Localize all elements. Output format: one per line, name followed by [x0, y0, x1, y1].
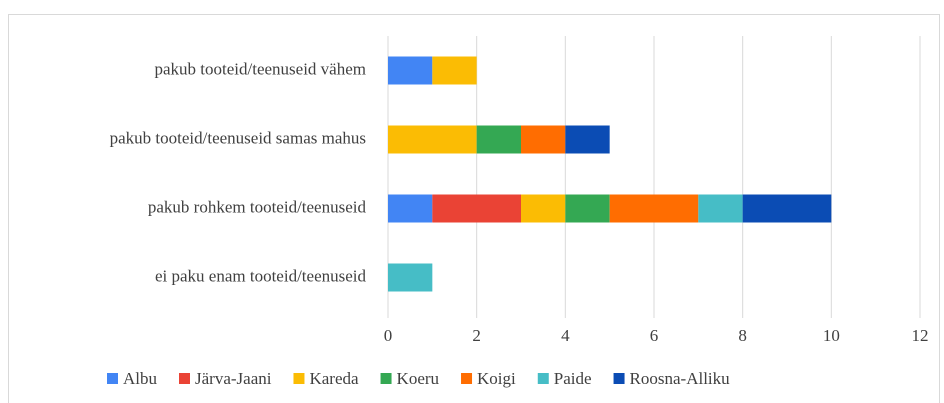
bar-segment — [388, 194, 433, 223]
bar-segment — [476, 125, 521, 154]
bar-segment — [521, 125, 566, 154]
legend-swatch — [107, 373, 118, 384]
bar-segment — [565, 125, 610, 154]
bar-segment — [609, 194, 699, 223]
y-tick-label: pakub tooteid/teenuseid samas mahus — [110, 128, 366, 147]
x-tick-label: 12 — [912, 326, 929, 345]
legend-label: Roosna-Alliku — [630, 369, 731, 388]
y-tick-label: pakub tooteid/teenuseid vähem — [155, 59, 367, 78]
legend-label: Albu — [123, 369, 158, 388]
legend-label: Koigi — [477, 369, 516, 388]
x-tick-label: 6 — [650, 326, 659, 345]
bar-segment — [432, 56, 477, 85]
x-tick-label: 4 — [561, 326, 570, 345]
legend-label: Kareda — [309, 369, 359, 388]
bar-segment — [698, 194, 743, 223]
legend-label: Järva-Jaani — [195, 369, 272, 388]
legend-swatch — [613, 373, 625, 384]
y-tick-label: pakub rohkem tooteid/teenuseid — [148, 197, 367, 216]
legend-swatch — [461, 373, 473, 384]
bar-segment — [388, 125, 477, 154]
x-tick-label: 10 — [823, 326, 840, 345]
legend-swatch — [179, 373, 190, 384]
x-tick-label: 0 — [384, 326, 393, 345]
x-tick-label: 8 — [738, 326, 747, 345]
bar-segment — [388, 56, 433, 85]
legend-label: Koeru — [397, 369, 440, 388]
bar-segment — [742, 194, 832, 223]
bar-segment — [565, 194, 610, 223]
legend-swatch — [293, 373, 305, 384]
y-tick-label: ei paku enam tooteid/teenuseid — [155, 266, 367, 285]
legend-swatch — [380, 373, 392, 384]
legend-swatch — [537, 373, 549, 384]
legend-label: Paide — [554, 369, 592, 388]
bar-segment — [388, 263, 433, 292]
x-tick-label: 2 — [472, 326, 481, 345]
bar-segment — [521, 194, 566, 223]
bar-segment — [432, 194, 521, 223]
chart-frame — [8, 14, 940, 403]
